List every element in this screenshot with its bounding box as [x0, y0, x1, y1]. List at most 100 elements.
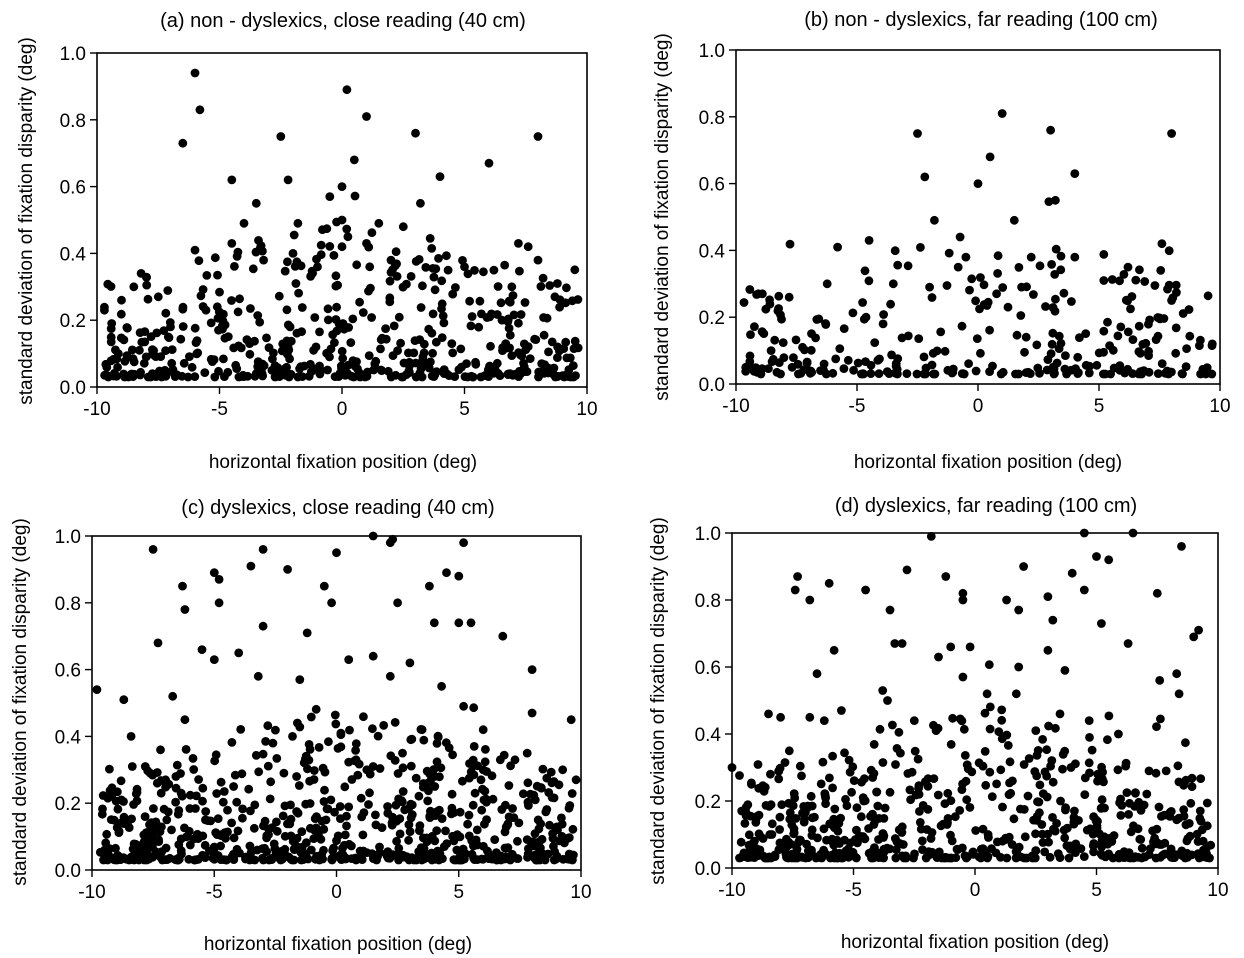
panel-b-point [1115, 361, 1125, 370]
panel-a-point [142, 280, 152, 290]
panel-a-point [338, 319, 348, 328]
panel-c-point [171, 797, 181, 807]
panel-c-point [321, 815, 331, 825]
panel-a-point [515, 266, 524, 276]
panel-a-point [496, 298, 506, 308]
panel-d-point [1123, 639, 1133, 648]
panel-d-point [1187, 782, 1197, 791]
panel-a-point [330, 338, 339, 347]
panel-b-point [833, 242, 842, 252]
panel-b-point [921, 369, 930, 379]
panel-b-point [1123, 364, 1132, 374]
panel-a-point [297, 303, 307, 312]
panel-c-point [229, 782, 239, 791]
panel-d-point [1044, 837, 1053, 847]
panel-c-point [472, 825, 482, 835]
panel-a-point [346, 338, 356, 347]
panel-c-point [299, 758, 309, 768]
panel-a-point [310, 313, 320, 322]
panel-d-point [1093, 776, 1102, 786]
panel-b-point [1178, 309, 1188, 318]
panel-d-point [1131, 788, 1140, 798]
panel-c-point [466, 618, 476, 628]
panel-a-point [567, 296, 577, 306]
panel-d-point [1085, 733, 1094, 742]
panel-b-point [753, 289, 763, 299]
panel-b-point [1047, 339, 1057, 349]
panel-b-point [776, 369, 785, 379]
panel-a-point [404, 348, 413, 358]
panel-d-point [1079, 528, 1089, 538]
panel-d-point [859, 796, 869, 806]
panel-d-point [1011, 689, 1021, 699]
panel-d-point [1144, 766, 1154, 776]
panel-d-point [1115, 798, 1124, 808]
panel-c-point [152, 768, 162, 777]
panel-b-point [979, 280, 989, 290]
panel-d-point [1043, 645, 1053, 655]
panel-d-point [841, 846, 851, 856]
panel-a-point [416, 198, 425, 208]
panel-a-point [290, 262, 300, 271]
panel-d-point [847, 787, 856, 797]
panel-d-point [994, 727, 1004, 737]
panel-a-point [230, 262, 239, 271]
panel-b-point [843, 355, 853, 365]
panel-c-point [328, 846, 337, 855]
panel-c-point [288, 732, 297, 741]
panel-c-point [447, 803, 457, 813]
panel-a-point [536, 282, 546, 291]
panel-c-point [176, 788, 186, 798]
panel-b-point [1021, 332, 1031, 342]
panel-a-point [385, 293, 395, 303]
panel-c-point [113, 804, 123, 814]
panel-b-point [831, 354, 841, 364]
panel-a-point [129, 357, 139, 367]
panel-b-point [967, 274, 977, 284]
panel-d-point [993, 837, 1002, 847]
panel-a-point [386, 268, 396, 277]
panel-a-point [442, 251, 451, 261]
panel-c-point [303, 854, 313, 864]
panel-a-axes: -10 -5 0 5 10 0.0 0.2 0.4 0.6 0.8 1.0 [60, 44, 598, 420]
x-tick-label: -5 [849, 396, 866, 417]
panel-b-point [739, 298, 749, 307]
panel-a-point [195, 105, 205, 115]
panel-d-point [776, 712, 785, 722]
panel-d-point [1002, 853, 1012, 863]
panel-a-point [507, 282, 517, 292]
panel-d-point [957, 716, 967, 726]
panel-d-point [878, 758, 888, 767]
panel-c-point [536, 783, 546, 792]
panel-d-point [1202, 798, 1212, 808]
panel-a-point [394, 312, 404, 322]
panel-d-point [968, 848, 977, 858]
panel-b-point [955, 232, 965, 242]
panel-a-point [276, 132, 286, 141]
panel-d-point [917, 836, 927, 846]
y-tick-label: 0.2 [699, 308, 725, 329]
panel-c-point [172, 760, 182, 770]
panel-a-point [416, 364, 426, 373]
panel-c-point [272, 817, 281, 827]
panel-b-point [953, 262, 963, 272]
panel-a-point [484, 362, 494, 372]
panel-a-point [274, 291, 284, 301]
panel-a-point [419, 348, 429, 358]
x-tick-label: 0 [970, 880, 981, 901]
panel-c-point [248, 855, 258, 864]
panel-c-point [406, 761, 416, 771]
panel-d-point [866, 812, 875, 821]
panel-a-point [140, 337, 150, 347]
panel-c-point [541, 807, 551, 817]
panel-c-point [505, 854, 515, 864]
panel-c-point [320, 785, 329, 795]
panel-c-point [416, 725, 426, 734]
panel-d-point [1056, 796, 1065, 806]
panel-a-point [284, 372, 294, 382]
panel-c-point [161, 775, 171, 785]
panel-b-points [739, 109, 1217, 379]
panel-b-point [1171, 280, 1181, 290]
panel-a-point [471, 357, 480, 367]
panel-d-point [1166, 807, 1176, 816]
